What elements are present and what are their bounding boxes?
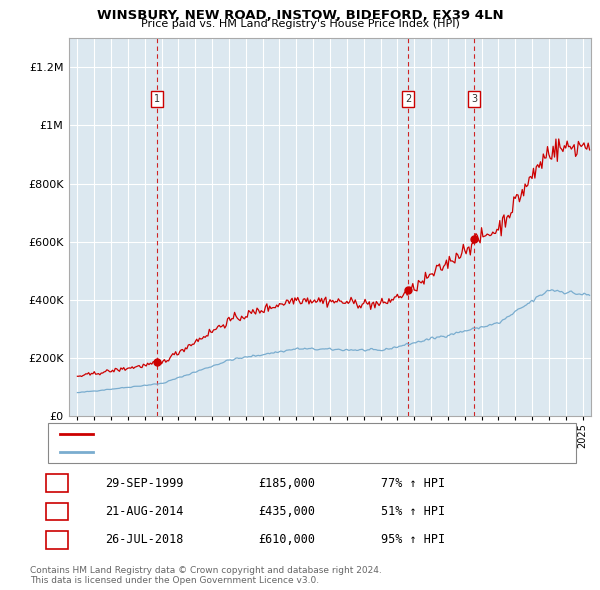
Text: £435,000: £435,000 [258,505,315,518]
Text: 2: 2 [405,94,411,104]
Text: 26-JUL-2018: 26-JUL-2018 [105,533,184,546]
Text: 3: 3 [53,535,61,545]
Text: WINSBURY, NEW ROAD, INSTOW, BIDEFORD, EX39 4LN: WINSBURY, NEW ROAD, INSTOW, BIDEFORD, EX… [97,9,503,22]
Text: 51% ↑ HPI: 51% ↑ HPI [381,505,445,518]
Text: £185,000: £185,000 [258,477,315,490]
Text: Price paid vs. HM Land Registry's House Price Index (HPI): Price paid vs. HM Land Registry's House … [140,19,460,30]
Text: 2: 2 [53,507,61,516]
Text: HPI: Average price, detached house, North Devon: HPI: Average price, detached house, Nort… [99,447,358,457]
Text: WINSBURY, NEW ROAD, INSTOW, BIDEFORD, EX39 4LN (detached house): WINSBURY, NEW ROAD, INSTOW, BIDEFORD, EX… [99,430,480,440]
Text: 21-AUG-2014: 21-AUG-2014 [105,505,184,518]
Text: 1: 1 [53,478,61,488]
Text: 29-SEP-1999: 29-SEP-1999 [105,477,184,490]
Text: 1: 1 [154,94,160,104]
Text: 77% ↑ HPI: 77% ↑ HPI [381,477,445,490]
Text: Contains HM Land Registry data © Crown copyright and database right 2024.
This d: Contains HM Land Registry data © Crown c… [30,566,382,585]
Text: £610,000: £610,000 [258,533,315,546]
Text: 3: 3 [471,94,477,104]
Text: 95% ↑ HPI: 95% ↑ HPI [381,533,445,546]
